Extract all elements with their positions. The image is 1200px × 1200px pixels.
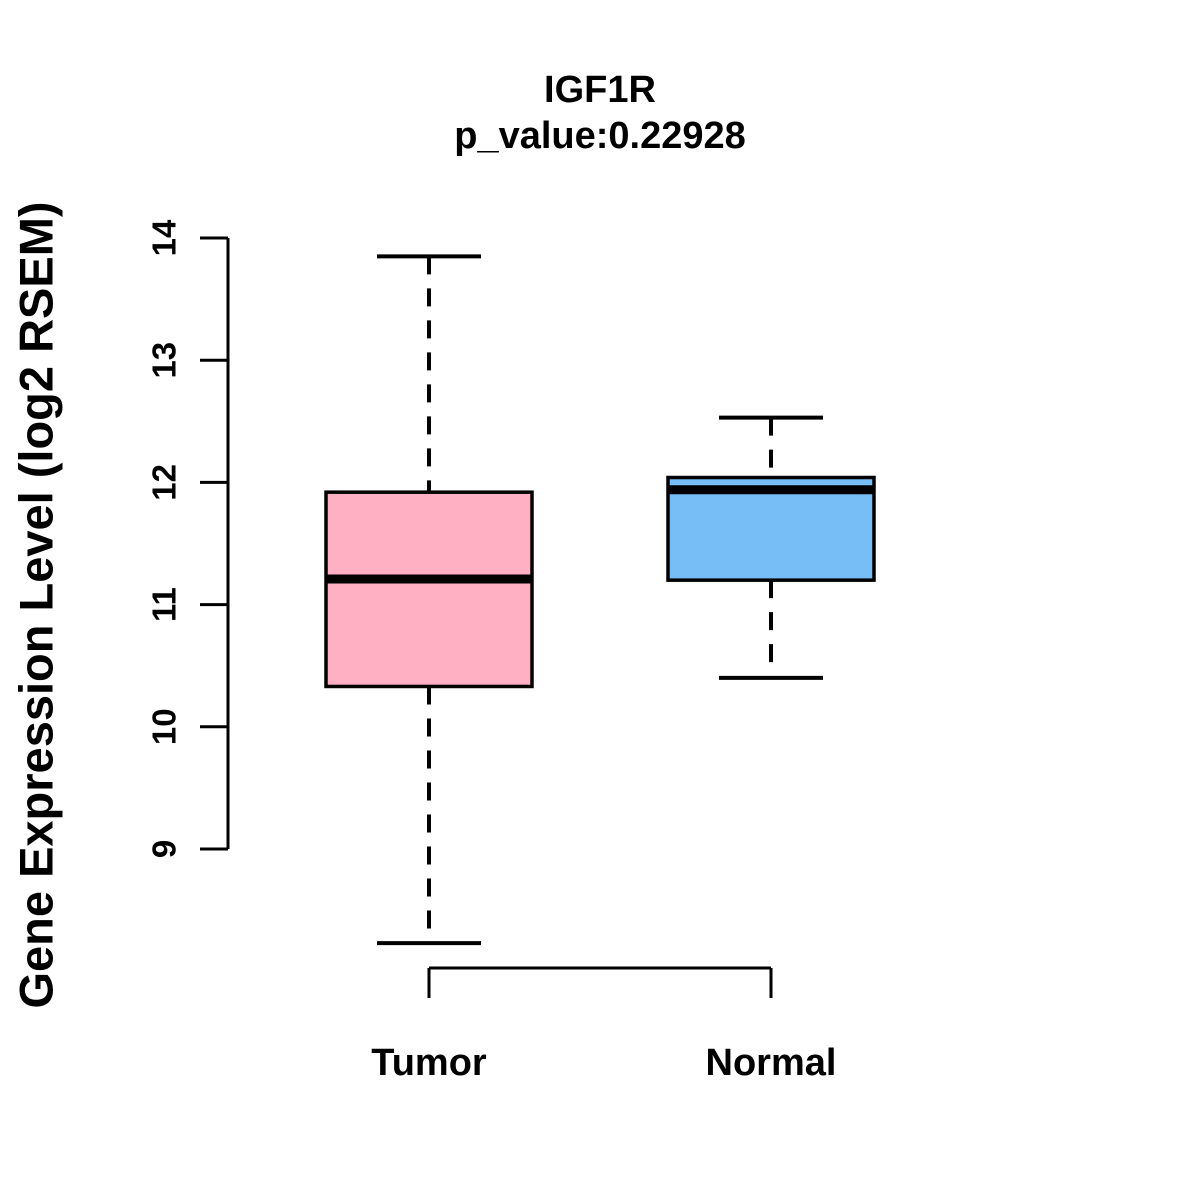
y-tick-label: 11 <box>146 587 183 622</box>
iqr-box-normal <box>666 475 876 582</box>
x-category-label-tumor: Tumor <box>371 1042 487 1084</box>
chart-title: IGF1R <box>544 69 656 111</box>
y-tick-label: 14 <box>146 219 183 256</box>
y-tick-label: 9 <box>146 840 183 858</box>
iqr-box-tumor <box>324 490 534 689</box>
chart-subtitle-pvalue: p_value:0.22928 <box>454 115 746 157</box>
y-tick-label: 13 <box>146 342 183 379</box>
y-tick-label: 12 <box>146 464 183 501</box>
x-category-label-normal: Normal <box>705 1042 837 1084</box>
y-tick-label: 10 <box>146 708 183 745</box>
